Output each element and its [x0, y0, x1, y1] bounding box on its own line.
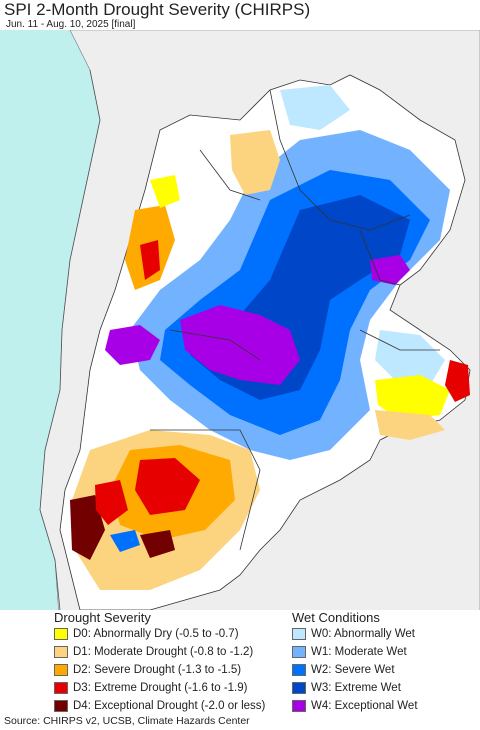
d1-area-east — [375, 410, 445, 440]
d3-area-southwest — [95, 480, 128, 525]
wet-legend-item-w2: W2: Severe Wet — [292, 663, 395, 677]
legend-swatch — [292, 646, 306, 658]
legend-swatch — [292, 682, 306, 694]
legend-label: D3: Extreme Drought (-1.6 to -1.9) — [73, 682, 248, 694]
legend-swatch — [292, 628, 306, 640]
legend-label: D2: Severe Drought (-1.3 to -1.5) — [73, 664, 242, 676]
legend-swatch — [54, 646, 68, 658]
legend-swatch — [292, 700, 306, 712]
wet-legend-title: Wet Conditions — [292, 610, 380, 625]
w4-area-center — [180, 305, 300, 385]
legend-swatch — [54, 700, 68, 712]
legend-label: W3: Extreme Wet — [311, 682, 401, 694]
wet-legend-item-w3: W3: Extreme Wet — [292, 681, 401, 695]
wet-legend-item-w4: W4: Exceptional Wet — [292, 699, 418, 713]
legend-label: W2: Severe Wet — [311, 664, 395, 676]
drought-legend-item-d0: D0: Abnormally Dry (-0.5 to -0.7) — [54, 627, 239, 641]
legend-swatch — [292, 664, 306, 676]
d1-area-north — [230, 130, 280, 195]
legend-swatch — [54, 682, 68, 694]
legend-swatch — [54, 628, 68, 640]
w2-area-south — [110, 530, 140, 552]
drought-map — [0, 30, 480, 610]
d4-area-southwest — [70, 495, 105, 560]
map-subtitle: Jun. 11 - Aug. 10, 2025 [final] — [6, 19, 136, 30]
drought-legend-item-d1: D1: Moderate Drought (-0.8 to -1.2) — [54, 645, 253, 659]
legend-label: D4: Exceptional Drought (-2.0 or less) — [73, 700, 266, 712]
country-border — [150, 89, 440, 551]
d3-area-east — [445, 360, 470, 402]
drought-legend-item-d4: D4: Exceptional Drought (-2.0 or less) — [54, 699, 265, 713]
legend-label: D0: Abnormally Dry (-0.5 to -0.7) — [73, 628, 239, 640]
d4-area-south — [140, 530, 175, 558]
coastline — [39, 69, 101, 610]
drought-legend-item-d3: D3: Extreme Drought (-1.6 to -1.9) — [54, 681, 247, 695]
legend-label: W4: Exceptional Wet — [311, 700, 418, 712]
drought-legend-title: Drought Severity — [54, 610, 151, 625]
w4-area-east — [370, 255, 410, 285]
wet-legend-item-w0: W0: Abnormally Wet — [292, 627, 415, 641]
wet-legend-item-w1: W1: Moderate Wet — [292, 645, 407, 659]
w0-area-east — [375, 330, 445, 385]
d0-area-east — [375, 375, 450, 420]
legend-label: W0: Abnormally Wet — [311, 628, 415, 640]
legend-swatch — [54, 664, 68, 676]
w4-area-west — [105, 325, 160, 365]
w0-area-north — [280, 85, 350, 130]
source-credit: Source: CHIRPS v2, UCSB, Climate Hazards… — [4, 715, 250, 727]
drought-legend-item-d2: D2: Severe Drought (-1.3 to -1.5) — [54, 663, 241, 677]
legend-label: D1: Moderate Drought (-0.8 to -1.2) — [73, 646, 254, 658]
d0-area-northwest — [150, 175, 180, 208]
d3-area-northwest — [140, 240, 160, 280]
map-title: SPI 2-Month Drought Severity (CHIRPS) — [4, 0, 311, 19]
d3-area-south — [135, 458, 200, 515]
legend-label: W1: Moderate Wet — [311, 646, 407, 658]
